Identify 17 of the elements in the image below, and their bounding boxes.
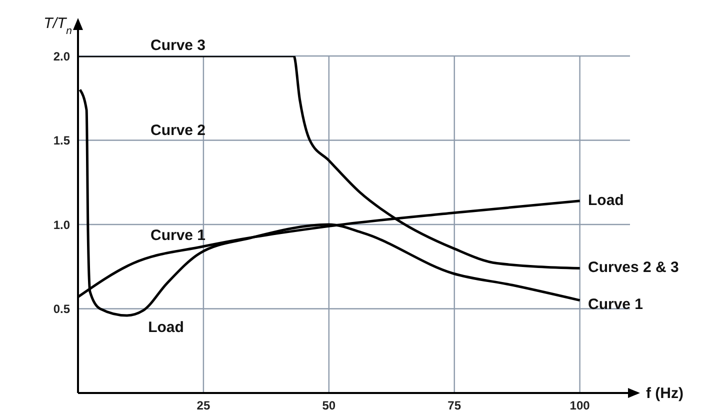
y-axis-title: T/T$_{n}$ [44,15,72,37]
x-tick-label: 100 [570,398,590,413]
x-axis-title: f (Hz) [646,385,684,402]
x-tick-label: 75 [448,398,462,413]
y-tick-label: 1.0 [53,218,70,232]
x-tick-label: 50 [322,398,336,413]
annotation: Curve 2 [150,122,206,139]
x-tick-label: 25 [196,398,210,413]
annotation: Curves 2 & 3 [588,258,679,276]
annotation: Curve 1 [588,296,644,313]
annotation: Load [588,192,624,209]
annotation: Load [148,318,184,336]
y-tick-label: 1.5 [53,134,70,148]
annotation: Curve 1 [150,226,206,244]
y-tick-label: 0.5 [53,302,70,316]
text: Curve 3 [150,36,206,54]
y-tick-label: 2.0 [53,49,70,64]
